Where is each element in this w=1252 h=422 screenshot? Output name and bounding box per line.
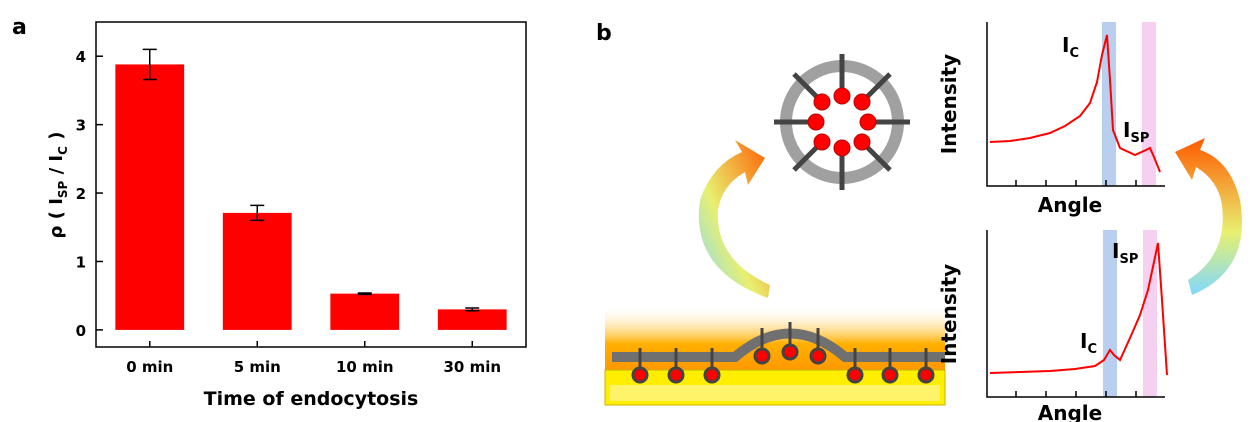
x-tick-label: 10 min	[336, 358, 394, 376]
y-label-part: C	[56, 146, 70, 155]
vesicle-receptors	[774, 54, 910, 190]
y-tick-label: 4	[76, 48, 86, 66]
y-label-part: SP	[56, 180, 70, 198]
bar	[223, 213, 292, 330]
y-axis-label: Intensity	[937, 54, 961, 154]
peak-label: IC	[1062, 33, 1079, 61]
error-bar	[358, 293, 372, 294]
y-tick-label: 0	[76, 322, 86, 340]
bar	[438, 309, 507, 330]
x-tick-label: 5 min	[234, 358, 281, 376]
x-tick-label: 30 min	[443, 358, 501, 376]
y-label-part: )	[46, 132, 67, 147]
x-tick-label: 0 min	[126, 358, 173, 376]
x-axis-label: Angle	[1038, 401, 1102, 422]
x-axis-label: Time of endocytosis	[204, 388, 419, 410]
bar	[330, 294, 399, 330]
peak-label: IC	[1080, 329, 1097, 357]
arrow	[1175, 138, 1242, 295]
bar-chart: a Time of endocytosis ρ ( ISP / IC ) 0 1 2…	[12, 15, 526, 410]
y-label-part: / I	[46, 155, 67, 181]
spectrum-plot: Intensity Angle IC ISP	[937, 22, 1165, 217]
spectrum-plot: Intensity Angle IC ISP	[937, 230, 1167, 422]
y-axis-label: Intensity	[937, 264, 961, 364]
peak-label: ISP	[1112, 239, 1138, 267]
panel-label: b	[596, 21, 612, 46]
y-tick-label: 2	[76, 185, 86, 203]
y-label-part: ρ ( I	[46, 198, 67, 238]
substrate-sheen	[610, 385, 940, 401]
panel-label: a	[12, 15, 27, 40]
y-tick-label: 1	[76, 253, 86, 271]
spectrum-curve	[990, 243, 1167, 375]
y-axis-label: ρ ( ISP / IC )	[46, 132, 70, 239]
x-axis-label: Angle	[1038, 193, 1102, 217]
figure: a Time of endocytosis ρ ( ISP / IC ) 0 1 2…	[0, 0, 1252, 422]
band	[1142, 22, 1156, 186]
y-tick-label: 3	[76, 117, 86, 135]
diagram: b Intensity	[596, 21, 1242, 422]
arrow	[699, 140, 770, 298]
vesicle-particles	[808, 88, 876, 156]
bar	[115, 64, 184, 329]
